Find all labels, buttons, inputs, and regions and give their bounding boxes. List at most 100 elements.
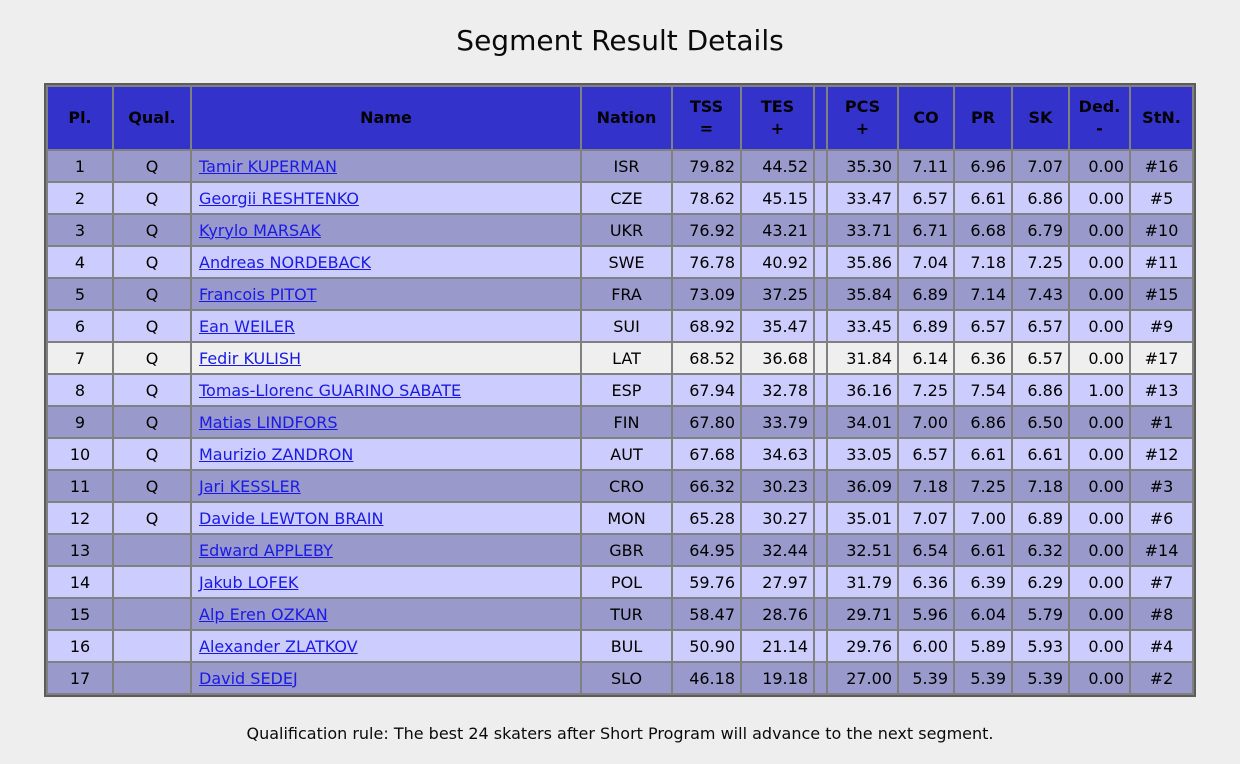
name-cell: David SEDEJ [192,663,580,693]
skater-link[interactable]: Francois PITOT [199,284,317,304]
skater-link[interactable]: Alexander ZLATKOV [199,636,358,656]
sk-cell: 7.07 [1013,151,1068,181]
pr-cell: 6.86 [955,407,1011,437]
place-cell: 4 [48,247,112,277]
co-cell: 7.25 [899,375,953,405]
name-cell: Ean WEILER [192,311,580,341]
column-header-tes: TES + [742,87,813,149]
spacer-cell [815,535,826,565]
table-row: 3 Q Kyrylo MARSAK UKR 76.92 43.21 33.71 6.71 6.6… [48,215,1192,245]
name-cell: Andreas NORDEBACK [192,247,580,277]
table-row: 10 Q Maurizio ZANDRON AUT 67.68 34.63 33.05 6.5… [48,439,1192,469]
pr-cell: 6.57 [955,311,1011,341]
deduction-cell: 0.00 [1070,503,1129,533]
table-row: 1 Q Tamir KUPERMAN ISR 79.82 44.52 35.30 7.11 6.… [48,151,1192,181]
spacer-cell [815,215,826,245]
column-header-pl: Pl. [48,87,112,149]
qualification-rule: Qualification rule: The best 24 skaters … [246,724,994,743]
spacer-cell [815,503,826,533]
skater-link[interactable]: Maurizio ZANDRON [199,444,354,464]
place-cell: 1 [48,151,112,181]
sk-cell: 6.86 [1013,375,1068,405]
tss-cell: 50.90 [673,631,740,661]
skater-link[interactable]: Kyrylo MARSAK [199,220,321,240]
pcs-cell: 29.71 [828,599,897,629]
co-cell: 7.18 [899,471,953,501]
place-cell: 6 [48,311,112,341]
start-number-cell: #1 [1131,407,1192,437]
skater-link[interactable]: Matias LINDFORS [199,412,338,432]
skater-link[interactable]: David SEDEJ [199,668,298,688]
pcs-cell: 36.09 [828,471,897,501]
co-cell: 6.71 [899,215,953,245]
pr-cell: 7.00 [955,503,1011,533]
tss-cell: 66.32 [673,471,740,501]
nation-cell: SUI [582,311,671,341]
pr-cell: 7.18 [955,247,1011,277]
skater-link[interactable]: Jakub LOFEK [199,572,299,592]
spacer-cell [815,439,826,469]
place-cell: 13 [48,535,112,565]
pr-cell: 6.61 [955,535,1011,565]
spacer-cell [815,311,826,341]
spacer-cell [815,183,826,213]
deduction-cell: 0.00 [1070,631,1129,661]
tss-cell: 46.18 [673,663,740,693]
skater-link[interactable]: Jari KESSLER [199,476,301,496]
skater-link[interactable]: Davide LEWTON BRAIN [199,508,384,528]
pr-cell: 7.25 [955,471,1011,501]
tes-cell: 44.52 [742,151,813,181]
skater-link[interactable]: Georgii RESHTENKO [199,188,359,208]
pr-cell: 6.61 [955,439,1011,469]
skater-link[interactable]: Ean WEILER [199,316,295,336]
name-cell: Francois PITOT [192,279,580,309]
skater-link[interactable]: Edward APPLEBY [199,540,333,560]
place-cell: 5 [48,279,112,309]
table-row: 15 Alp Eren OZKAN TUR 58.47 28.76 29.71 5.96 6.… [48,599,1192,629]
start-number-cell: #12 [1131,439,1192,469]
pcs-cell: 29.76 [828,631,897,661]
sk-cell: 6.57 [1013,343,1068,373]
pr-cell: 7.14 [955,279,1011,309]
sk-cell: 6.29 [1013,567,1068,597]
skater-link[interactable]: Tamir KUPERMAN [199,156,337,176]
tes-cell: 36.68 [742,343,813,373]
page-title: Segment Result Details [456,24,784,57]
nation-cell: LAT [582,343,671,373]
spacer-cell [815,375,826,405]
pcs-cell: 35.84 [828,279,897,309]
co-cell: 6.00 [899,631,953,661]
deduction-cell: 0.00 [1070,247,1129,277]
name-cell: Tomas-Llorenc GUARINO SABATE [192,375,580,405]
pr-cell: 6.04 [955,599,1011,629]
pr-cell: 5.39 [955,663,1011,693]
table-row: 8 Q Tomas-Llorenc GUARINO SABATE ESP 67.94 32… [48,375,1192,405]
table-row: 2 Q Georgii RESHTENKO CZE 78.62 45.15 33.47 6.5… [48,183,1192,213]
sk-cell: 6.50 [1013,407,1068,437]
pcs-cell: 35.30 [828,151,897,181]
pcs-cell: 35.86 [828,247,897,277]
deduction-cell: 1.00 [1070,375,1129,405]
name-cell: Alexander ZLATKOV [192,631,580,661]
tss-cell: 78.62 [673,183,740,213]
column-header-nation: Nation [582,87,671,149]
skater-link[interactable]: Fedir KULISH [199,348,302,368]
co-cell: 7.04 [899,247,953,277]
deduction-cell: 0.00 [1070,407,1129,437]
table-row: 12 Q Davide LEWTON BRAIN MON 65.28 30.27 35.01… [48,503,1192,533]
skater-link[interactable]: Tomas-Llorenc GUARINO SABATE [199,380,462,400]
tes-cell: 27.97 [742,567,813,597]
start-number-cell: #11 [1131,247,1192,277]
nation-cell: FIN [582,407,671,437]
pr-cell: 5.89 [955,631,1011,661]
deduction-cell: 0.00 [1070,151,1129,181]
table-row: 13 Edward APPLEBY GBR 64.95 32.44 32.51 6.54 6.… [48,535,1192,565]
table-row: 5 Q Francois PITOT FRA 73.09 37.25 35.84 6.89 7.… [48,279,1192,309]
co-cell: 7.11 [899,151,953,181]
pcs-cell: 35.01 [828,503,897,533]
start-number-cell: #10 [1131,215,1192,245]
skater-link[interactable]: Andreas NORDEBACK [199,252,371,272]
skater-link[interactable]: Alp Eren OZKAN [199,604,328,624]
deduction-cell: 0.00 [1070,599,1129,629]
qualified-cell [114,567,190,597]
